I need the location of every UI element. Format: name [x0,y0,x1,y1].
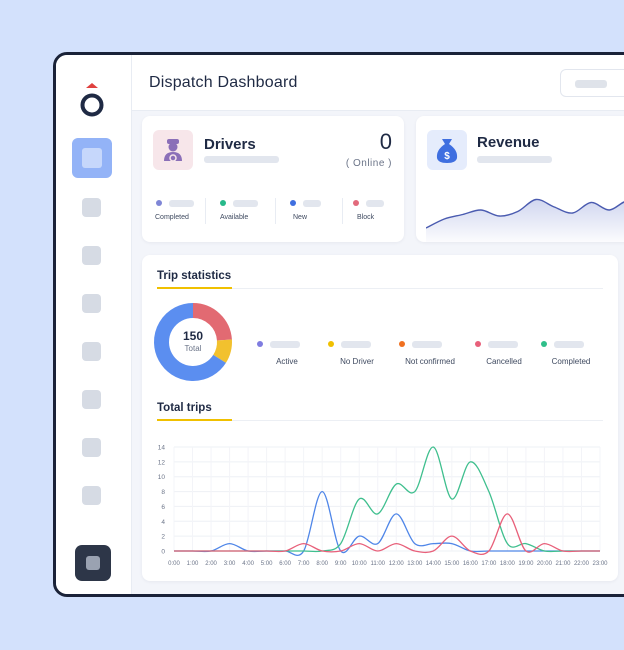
donut-total-value: 150 [182,329,204,343]
sidebar-item-7[interactable] [82,438,101,457]
x-tick-label: 22:00 [574,561,590,567]
series-line-0 [174,490,600,556]
x-tick-label: 16:00 [463,561,479,567]
driver-icon [153,130,193,170]
legend-no-driver: No Driver [312,341,402,371]
app-logo [80,83,104,117]
total-trips-line-chart: 0 2 4 6 8 10 12 14 0:00 1:00 2:00 3:00 4:00 5:00 6:00 7… [158,445,608,568]
drivers-title: Drivers [204,136,256,153]
y-tick-label: 4 [161,519,165,526]
total-trips-title: Total trips [157,402,212,414]
trip-statistics-title: Trip statistics [157,270,232,282]
top-bar: Dispatch Dashboard [132,55,624,111]
stat-new: New [289,200,349,230]
x-tick-label: 9:00 [335,561,347,567]
stat-available: Available [219,200,279,230]
x-tick-label: 13:00 [407,561,423,567]
donut-slice-0 [192,303,232,341]
settings-icon [86,556,100,570]
x-tick-label: 11:00 [370,561,385,567]
sidebar-item-settings[interactable] [75,545,111,581]
sidebar [56,55,132,594]
legend-cancelled: Cancelled [459,341,549,371]
sidebar-item-8[interactable] [82,486,101,505]
series-line-2 [174,513,600,556]
y-tick-label: 0 [161,549,165,556]
x-tick-label: 18:00 [500,561,516,567]
sidebar-item-5[interactable] [82,342,101,361]
dashboard-icon [82,148,102,168]
new-dot [290,200,296,206]
x-tick-label: 0:00 [168,561,180,567]
x-tick-label: 12:00 [389,561,405,567]
sidebar-item-4[interactable] [82,294,101,313]
x-tick-label: 19:00 [518,561,534,567]
x-tick-label: 4:00 [242,561,254,567]
y-tick-label: 2 [161,534,165,541]
online-label: ( Online ) [345,158,392,169]
x-tick-label: 2:00 [205,561,217,567]
svg-text:$: $ [444,151,450,162]
x-tick-label: 6:00 [279,561,291,567]
sidebar-item-dashboard[interactable] [72,138,112,178]
block-dot [353,200,359,206]
x-tick-label: 8:00 [316,561,328,567]
x-tick-label: 3:00 [224,561,236,567]
available-dot [220,200,226,206]
x-tick-label: 15:00 [444,561,460,567]
sidebar-item-6[interactable] [82,390,101,409]
revenue-title: Revenue [477,134,540,151]
y-tick-label: 8 [161,489,165,496]
sidebar-item-3[interactable] [82,246,101,265]
x-tick-label: 1:00 [187,561,199,567]
legend-not-confirmed: Not confirmed [385,341,475,371]
y-tick-label: 6 [161,504,165,511]
x-tick-label: 14:00 [426,561,442,567]
money-bag-icon: $ [427,130,467,170]
trip-donut-chart [154,303,232,381]
donut-slice-2 [154,303,226,381]
app-window: Dispatch Dashboard Drivers 0 ( Online ) … [53,52,624,597]
top-bar-dropdown[interactable] [560,69,624,97]
donut-slice-1 [213,339,232,363]
sidebar-item-2[interactable] [82,198,101,217]
completed-dot [156,200,162,206]
drivers-card[interactable]: Drivers 0 ( Online ) Completed Available… [142,116,404,242]
y-tick-label: 12 [158,459,166,466]
x-tick-label: 5:00 [261,561,273,567]
x-tick-label: 20:00 [537,561,553,567]
stat-block: Block [352,200,412,230]
x-tick-label: 21:00 [555,561,571,567]
legend-completed: Completed [526,341,616,371]
donut-total-label: Total [184,344,202,353]
revenue-sparkline [426,198,624,242]
y-tick-label: 10 [158,474,166,481]
x-tick-label: 17:00 [481,561,497,567]
page-title: Dispatch Dashboard [149,74,298,91]
stat-completed: Completed [155,200,215,230]
trip-statistics-card: Trip statistics 150 Total Active No Driv… [142,255,618,581]
legend-active: Active [242,341,332,371]
revenue-card[interactable]: $ Revenue [416,116,624,242]
drivers-online-count: 0 [379,129,392,154]
x-tick-label: 23:00 [592,561,608,567]
x-tick-label: 7:00 [298,561,310,567]
y-tick-label: 14 [158,445,166,452]
x-tick-label: 10:00 [352,561,368,567]
